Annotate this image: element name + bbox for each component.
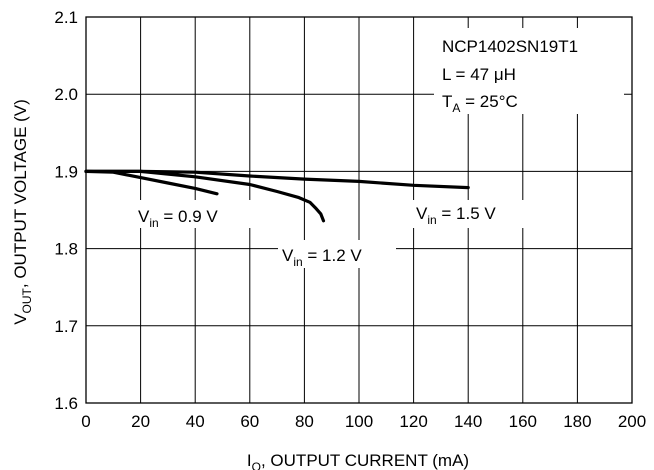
y-tick-label: 1.7 bbox=[54, 317, 78, 336]
y-tick-label: 2.1 bbox=[54, 8, 78, 27]
series-label-vin-1-5: Vin = 1.5 V bbox=[416, 204, 496, 227]
x-tick-label: 140 bbox=[454, 412, 482, 431]
series-label-vin-1-2: Vin = 1.2 V bbox=[282, 246, 362, 269]
annotation-device: NCP1402SN19T1 bbox=[442, 37, 578, 56]
series-label-background-3 bbox=[412, 200, 530, 228]
y-tick-label: 2.0 bbox=[54, 85, 78, 104]
x-tick-labels: 0 20 40 60 80 100 120 140 160 180 200 bbox=[81, 412, 646, 431]
series-label-vin-0-9: Vin = 0.9 V bbox=[138, 207, 218, 230]
x-tick-label: 20 bbox=[131, 412, 150, 431]
series-label-background-1 bbox=[134, 200, 254, 228]
plot-frame bbox=[85, 16, 633, 404]
x-tick-label: 120 bbox=[399, 412, 427, 431]
x-tick-label: 40 bbox=[186, 412, 205, 431]
x-tick-label: 200 bbox=[618, 412, 646, 431]
annotation-background bbox=[434, 28, 624, 114]
series-line-2 bbox=[84, 169, 326, 223]
series-label-background-2 bbox=[278, 240, 396, 268]
annotation-temperature: TA = 25°C bbox=[442, 92, 518, 115]
x-tick-label: 100 bbox=[345, 412, 373, 431]
series-layer bbox=[84, 169, 470, 223]
x-tick-label: 160 bbox=[509, 412, 537, 431]
y-tick-label: 1.6 bbox=[54, 394, 78, 413]
y-tick-label: 1.8 bbox=[54, 240, 78, 259]
y-axis-label: VOUT, OUTPUT VOLTAGE (V) bbox=[11, 99, 34, 325]
series-line-3 bbox=[84, 169, 470, 190]
x-tick-label: 60 bbox=[240, 412, 259, 431]
y-tick-labels: 1.6 1.7 1.8 1.9 2.0 2.1 bbox=[54, 8, 78, 413]
x-axis-label: IO, OUTPUT CURRENT (mA) bbox=[247, 451, 469, 470]
x-tick-label: 180 bbox=[563, 412, 591, 431]
annotation-inductor: L = 47 μH bbox=[442, 65, 516, 84]
x-tick-label: 0 bbox=[81, 412, 90, 431]
y-tick-label: 1.9 bbox=[54, 162, 78, 181]
x-tick-label: 80 bbox=[295, 412, 314, 431]
